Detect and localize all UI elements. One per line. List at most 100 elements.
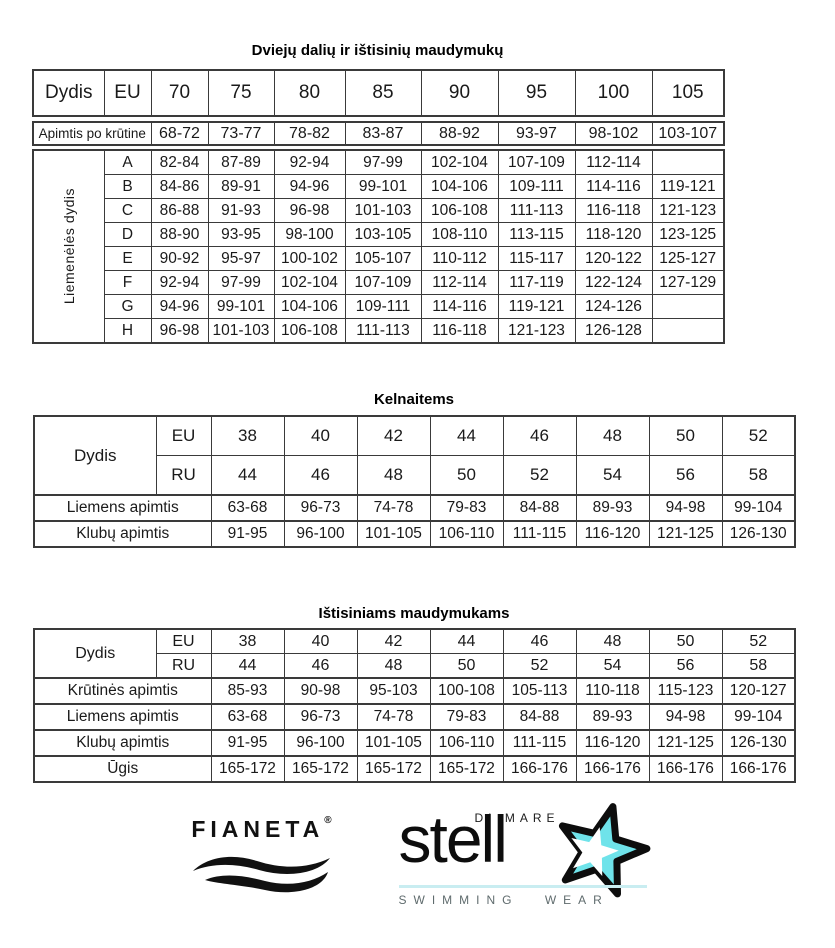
size-cell: 122-124 — [574, 270, 653, 295]
size-cell: 119-121 — [497, 294, 576, 319]
size-cell: 109-111 — [497, 174, 576, 199]
cup-label: C — [103, 198, 152, 223]
size-cell: 99-101 — [344, 174, 422, 199]
size-cell: 116-118 — [574, 198, 653, 223]
size-cell: 90-92 — [150, 246, 209, 271]
table2-panties: Dydis EU 38 40 42 44 46 48 50 52 RU 44 4… — [33, 415, 796, 548]
table-row: Ūgis 165-172 165-172 165-172 165-172 166… — [33, 755, 796, 783]
size-cell: 96-98 — [150, 318, 209, 344]
size-col-header: 50 — [648, 628, 723, 654]
di-mare-label: DI MARE — [474, 811, 560, 825]
size-cell: 166-176 — [575, 755, 650, 783]
size-cell: 120-122 — [574, 246, 653, 271]
size-cell: 106-110 — [429, 520, 504, 548]
size-col-header: 50 — [648, 415, 723, 456]
size-cell: 101-103 — [207, 318, 275, 344]
size-cell: 111-113 — [497, 198, 576, 223]
table-row: B 84-86 89-91 94-96 99-101 104-106 109-1… — [33, 174, 725, 199]
size-cell: 126-130 — [721, 520, 796, 548]
size-cell: 92-94 — [150, 270, 209, 295]
size-col-header: 58 — [721, 653, 796, 679]
size-cell: 126-128 — [574, 318, 653, 344]
table-row: Dydis EU 70 75 80 85 90 95 100 105 — [32, 69, 725, 117]
size-cell: 166-176 — [648, 755, 723, 783]
size-cell: 121-123 — [651, 198, 725, 223]
size-cell: 165-172 — [356, 755, 431, 783]
table-row: Liemenėlės dydis A 82-84 87-89 92-94 97-… — [32, 149, 725, 344]
size-col-header: 38 — [210, 415, 285, 456]
size-col-header: 46 — [502, 415, 577, 456]
cup-label: G — [103, 294, 152, 319]
size-col-header: 95 — [497, 69, 576, 117]
size-cell: 78-82 — [273, 121, 346, 146]
row-label: Krūtinės apimtis — [33, 677, 212, 705]
fianeta-wordmark: FIANETA® — [177, 815, 347, 843]
table3-title: Ištisiniams maudymukams — [318, 605, 510, 622]
size-col-header: 52 — [721, 628, 796, 654]
size-col-header: 42 — [356, 415, 431, 456]
size-col-header: 56 — [648, 455, 723, 496]
size-cell: 117-119 — [497, 270, 576, 295]
size-cell: 84-86 — [150, 174, 209, 199]
size-cell: 106-110 — [429, 729, 504, 757]
size-cell: 106-108 — [273, 318, 346, 344]
table-row: Apimtis po krūtine 68-72 73-77 78-82 83-… — [32, 121, 725, 146]
size-col-header: 38 — [210, 628, 285, 654]
size-cell: 63-68 — [210, 494, 285, 522]
size-cell: 94-98 — [648, 703, 723, 731]
size-col-header: 48 — [356, 653, 431, 679]
size-cell: 115-117 — [497, 246, 576, 271]
size-cell: 97-99 — [344, 149, 422, 175]
size-cell: 104-106 — [273, 294, 346, 319]
size-col-header: 52 — [721, 415, 796, 456]
size-cell: 116-120 — [575, 520, 650, 548]
size-cell: 94-98 — [648, 494, 723, 522]
table-row: D 88-90 93-95 98-100 103-105 108-110 113… — [33, 222, 725, 247]
row-label: Klubų apimtis — [33, 520, 212, 548]
size-col-header: 85 — [344, 69, 422, 117]
size-cell: 93-97 — [497, 121, 576, 146]
size-col-header: 44 — [429, 628, 504, 654]
cup-label: H — [103, 318, 152, 344]
star-icon — [558, 803, 650, 898]
table-row: Dydis EU 38 40 42 44 46 48 50 52 — [33, 415, 796, 496]
size-cell: 165-172 — [429, 755, 504, 783]
size-cell: 95-97 — [207, 246, 275, 271]
size-cell: 107-109 — [344, 270, 422, 295]
table-row: RU 44 46 48 50 52 54 56 58 — [34, 653, 796, 679]
corner-label: Dydis — [32, 69, 105, 117]
size-cell: 127-129 — [651, 270, 725, 295]
size-cell: 121-125 — [648, 729, 723, 757]
table-row: Krūtinės apimtis 85-93 90-98 95-103 100-… — [33, 677, 796, 705]
size-cell: 126-130 — [721, 729, 796, 757]
size-cell: 118-120 — [574, 222, 653, 247]
size-cell: 110-112 — [420, 246, 499, 271]
fianeta-name: FIANETA — [191, 816, 325, 842]
size-col-header: 50 — [429, 455, 504, 496]
size-col-header: 52 — [502, 455, 577, 496]
table-row: H 96-98 101-103 106-108 111-113 116-118 … — [33, 318, 725, 344]
size-cell: 123-125 — [651, 222, 725, 247]
table-row: Dydis EU 38 40 42 44 46 48 50 52 — [33, 628, 796, 679]
corner-label: Dydis — [33, 415, 157, 496]
size-cell: 90-98 — [283, 677, 358, 705]
size-col-header: 70 — [150, 69, 209, 117]
size-cell: 112-114 — [420, 270, 499, 295]
size-cell: 92-94 — [273, 149, 346, 175]
size-cell: 96-73 — [283, 703, 358, 731]
size-cell: 166-176 — [502, 755, 577, 783]
eu-label: EU — [103, 69, 152, 117]
table3-onepiece: Dydis EU 38 40 42 44 46 48 50 52 RU 44 4… — [33, 628, 796, 783]
table-row: G 94-96 99-101 104-106 109-111 114-116 1… — [33, 294, 725, 319]
size-cell: 79-83 — [429, 494, 504, 522]
table1-title: Dviejų dalių ir ištisinių maudymukų — [251, 42, 504, 59]
size-cell: 88-92 — [420, 121, 499, 146]
size-cell: 74-78 — [356, 703, 431, 731]
fianeta-logo: FIANETA® — [177, 811, 347, 897]
size-cell — [651, 149, 725, 175]
size-cell: 89-91 — [207, 174, 275, 199]
size-col-header: 48 — [575, 628, 650, 654]
size-cell: 96-98 — [273, 198, 346, 223]
size-cell: 96-100 — [283, 520, 358, 548]
size-col-header: 90 — [420, 69, 499, 117]
